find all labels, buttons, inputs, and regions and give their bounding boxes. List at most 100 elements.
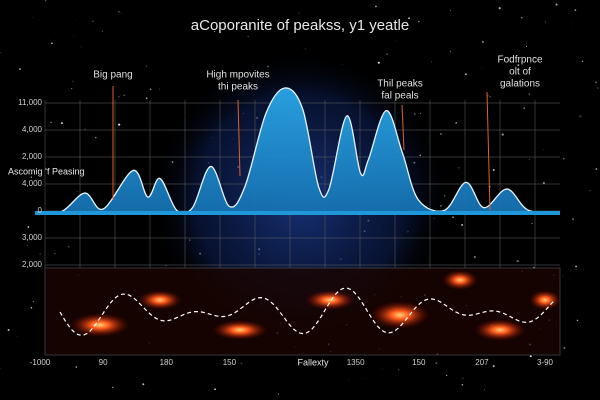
star <box>76 190 78 193</box>
star <box>458 167 460 169</box>
star <box>523 107 526 110</box>
y-tick-label: 4,000 <box>22 179 43 188</box>
star <box>75 366 78 368</box>
star <box>572 218 574 220</box>
star <box>562 276 564 277</box>
star <box>92 20 94 22</box>
star <box>517 64 520 67</box>
star <box>47 43 49 44</box>
star <box>51 42 53 45</box>
annotation: High mpovites <box>206 70 269 81</box>
star <box>445 374 448 377</box>
star <box>214 31 216 33</box>
star <box>27 226 30 228</box>
y-tick-label: 3,000 <box>22 233 43 242</box>
star <box>101 30 103 32</box>
fire-spot <box>212 320 268 340</box>
star <box>84 128 86 130</box>
star <box>544 21 546 23</box>
star <box>516 260 519 263</box>
star <box>531 222 533 225</box>
star <box>589 190 591 192</box>
star <box>563 346 566 349</box>
fire-spot <box>138 290 182 310</box>
annotation: galations <box>500 79 540 90</box>
star <box>277 393 280 395</box>
star <box>546 362 548 364</box>
star <box>595 168 598 170</box>
star <box>408 17 410 20</box>
star <box>159 88 161 90</box>
star <box>120 12 122 14</box>
star <box>118 11 120 13</box>
star <box>240 362 243 365</box>
star <box>531 223 532 224</box>
star <box>25 92 26 94</box>
star <box>462 377 464 379</box>
star <box>498 7 501 10</box>
y-axis-label: Ascomig ʻf Peasing <box>8 166 85 176</box>
fire-spot <box>70 313 130 337</box>
star <box>94 136 97 139</box>
star <box>44 0 47 2</box>
star <box>450 50 452 52</box>
star <box>7 329 10 332</box>
star <box>73 35 74 36</box>
decor-wave <box>59 287 556 336</box>
x-tick-label: 1350 <box>347 358 365 367</box>
annotation-line <box>401 104 405 151</box>
star <box>595 81 597 83</box>
y-tick-label: 4,000 <box>22 125 43 134</box>
star <box>16 335 18 337</box>
fire-spot <box>305 290 355 310</box>
star <box>452 216 454 218</box>
star <box>562 157 565 160</box>
annotation-line <box>237 99 241 177</box>
fire-spot <box>474 319 526 341</box>
star <box>450 9 451 11</box>
annotation: Fodfrpnce <box>497 55 542 66</box>
area <box>35 87 560 214</box>
annotation: thi peaks <box>218 82 258 93</box>
star <box>484 389 485 391</box>
star <box>26 244 28 246</box>
x-axis-label: Fallexty <box>297 357 329 367</box>
star <box>415 358 417 360</box>
star <box>435 362 438 365</box>
star <box>362 377 364 379</box>
star <box>149 88 152 90</box>
star <box>53 164 54 166</box>
y-tick-label: 2,000 <box>22 152 43 161</box>
star <box>581 60 584 63</box>
annotation-line <box>486 91 491 211</box>
x-tick-label: 150 <box>412 358 426 367</box>
annotation: Big pang <box>93 70 132 81</box>
y-tick-label: 0 <box>38 206 43 215</box>
star <box>54 253 56 255</box>
star <box>50 121 52 124</box>
star <box>568 279 569 281</box>
star <box>348 379 350 381</box>
star <box>418 20 420 23</box>
star <box>71 88 73 90</box>
star <box>142 383 145 386</box>
star <box>571 28 573 30</box>
fire-spot <box>442 270 478 290</box>
star <box>431 61 433 63</box>
star <box>145 65 147 67</box>
star <box>481 40 484 43</box>
annotation: fal peals <box>381 91 418 102</box>
star <box>481 68 482 69</box>
plot <box>34 87 561 215</box>
x-tick-label: 3-90 <box>537 358 554 367</box>
star <box>118 123 121 126</box>
star <box>461 383 464 386</box>
star <box>145 97 148 100</box>
star <box>525 45 527 47</box>
x-tick-label: -1000 <box>30 358 51 367</box>
star <box>528 93 530 95</box>
chart-title: aCoporanite of peakss, y1 yeatle <box>191 17 409 34</box>
star <box>489 96 491 98</box>
star <box>575 265 577 268</box>
